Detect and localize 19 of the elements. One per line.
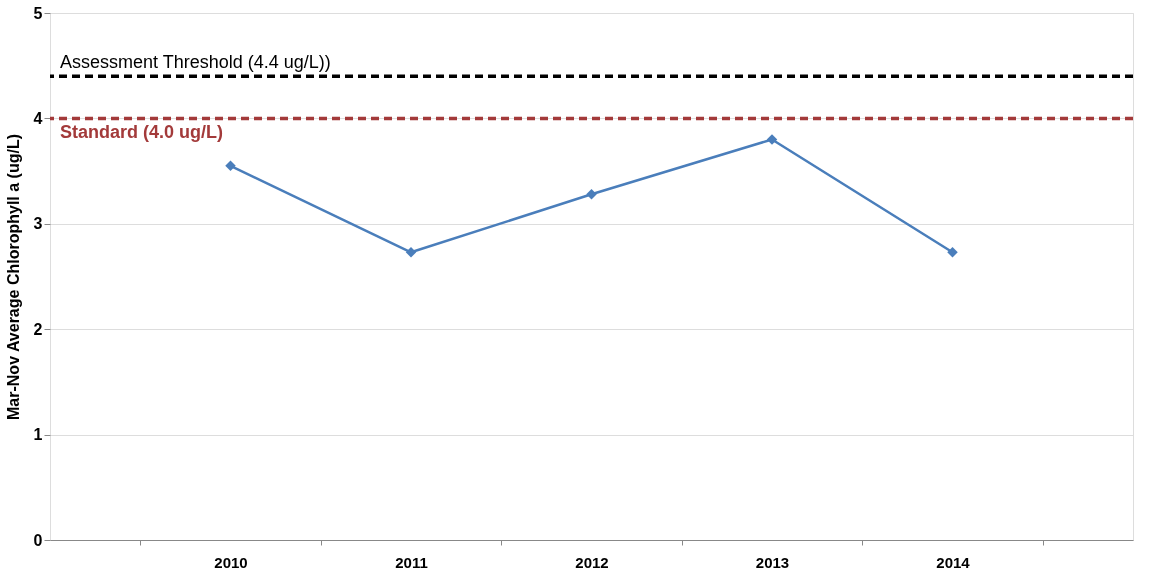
y-tick-label: 4	[33, 109, 43, 127]
point	[586, 189, 597, 200]
y-tick-label: 0	[33, 531, 43, 549]
y-tick-label: 3	[33, 215, 43, 233]
x-tick-label: 2013	[755, 553, 790, 571]
x-tick-label: 2010	[214, 553, 248, 571]
x-tick-label: 2014	[936, 553, 971, 571]
ref-line-label: Standard (4.0 ug/L)	[60, 122, 224, 143]
point	[766, 134, 778, 145]
y-axis-title: Mar-Nov Average Chlorophyll a (ug/L)	[4, 134, 22, 420]
point	[225, 160, 236, 172]
x-tick-label: 2011	[395, 553, 428, 571]
y-tick-label: 2	[33, 320, 43, 338]
point	[947, 247, 958, 258]
ref-line-label: Assessment Threshold (4.4 ug/L))	[60, 52, 331, 73]
y-tick-label: 1	[33, 426, 43, 444]
x-tick-label: 2012	[575, 553, 609, 571]
point	[405, 247, 417, 258]
y-tick-label: 5	[33, 4, 43, 22]
